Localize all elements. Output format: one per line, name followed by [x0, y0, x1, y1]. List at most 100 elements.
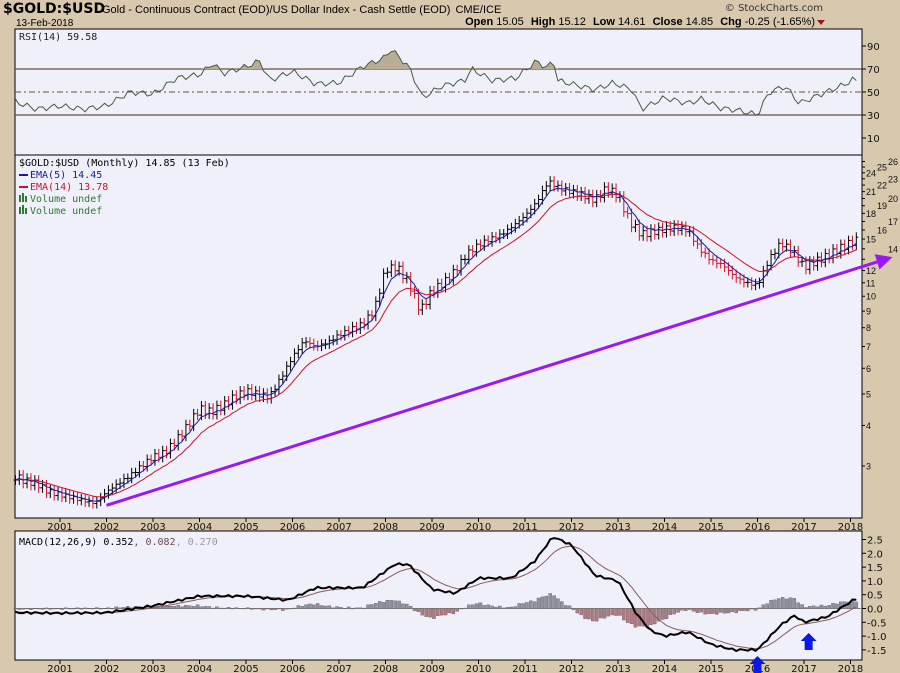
legend-volume-1: Volume undef — [30, 194, 102, 205]
macd-histogram-bar — [641, 608, 645, 627]
macd-histogram-bar — [687, 608, 692, 610]
macd-tick-label: -1.0 — [867, 632, 887, 643]
macd-histogram-bar — [215, 606, 219, 609]
macd-histogram-bar — [575, 608, 580, 614]
price-bar — [106, 485, 111, 499]
macd-histogram-bar — [408, 605, 413, 609]
macd-histogram-bar — [598, 608, 603, 619]
macd-histogram-bar — [532, 601, 537, 609]
price-bar — [296, 344, 301, 359]
macd-histogram-bar — [405, 603, 409, 609]
macd-xtick-label: 2006 — [280, 664, 305, 673]
price-tick-label: 17 — [888, 217, 898, 227]
price-bar — [652, 224, 657, 240]
ema5-line — [15, 187, 857, 502]
macd-histogram-bar — [64, 607, 68, 609]
volume-icon — [19, 205, 27, 214]
price-bar — [412, 286, 417, 299]
price-bar — [346, 325, 351, 338]
low-value: 14.61 — [618, 16, 646, 28]
macd-histogram-bar — [412, 608, 417, 611]
macd-histogram-bar — [769, 599, 773, 609]
macd-histogram-bar — [44, 607, 49, 609]
price-bar — [377, 288, 382, 307]
rsi-chart: 90 70 50 30 10 — [15, 42, 880, 145]
macd-histogram-bar — [346, 606, 351, 609]
macd-xtick-label: 2004 — [187, 664, 212, 673]
macd-histogram-bar — [680, 608, 684, 611]
macd-histogram-bar — [176, 604, 180, 609]
macd-histogram-bar — [447, 608, 452, 614]
price-bar — [695, 236, 700, 250]
macd-histogram-bar — [257, 608, 262, 610]
price-bar — [753, 278, 758, 291]
price-bar — [292, 348, 297, 367]
macd-xtick-label: 2017 — [791, 664, 816, 673]
exchange-text: CME/ICE — [455, 4, 501, 16]
price-bar — [594, 189, 599, 208]
macd-panel — [14, 530, 863, 661]
price-bar — [691, 226, 696, 247]
price-bar — [745, 277, 750, 288]
macd-xtick-label: 2018 — [838, 664, 863, 673]
macd-histogram-bar — [339, 607, 343, 609]
macd-histogram-bar — [777, 598, 781, 609]
price-bar — [354, 321, 359, 335]
macd-histogram-bar — [498, 605, 502, 609]
price-xtick-label: 2004 — [187, 522, 212, 533]
macd-histogram-bar — [676, 608, 680, 613]
price-bar — [187, 419, 192, 432]
price-bar — [331, 334, 336, 346]
macd-histogram-bar — [25, 608, 29, 609]
macd-histogram-bar — [451, 608, 456, 615]
price-bar — [641, 225, 646, 241]
macd-histogram-bar — [114, 606, 118, 609]
macd-histogram-bar — [118, 607, 122, 609]
price-bar — [470, 245, 475, 257]
high-value: 15.12 — [558, 16, 586, 28]
price-bar — [513, 218, 518, 233]
price-tick-label: 23 — [888, 174, 898, 184]
symbol-description: Gold - Continuous Contract (EOD)/US Doll… — [102, 4, 501, 16]
price-tick-label: 11 — [866, 278, 875, 288]
price-tick-label: 9 — [866, 307, 871, 317]
macd-histogram-bar — [203, 606, 208, 609]
macd-xtick-label: 2007 — [326, 664, 351, 673]
macd-histogram-bar — [269, 608, 273, 611]
macd-histogram-bar — [800, 604, 804, 609]
macd-value: 0.352 — [103, 537, 133, 548]
price-xtick-label: 2008 — [373, 522, 398, 533]
price-bar — [536, 194, 541, 209]
price-bar — [462, 254, 467, 265]
macd-histogram-bar — [591, 608, 595, 622]
price-tick-label: 12 — [866, 266, 876, 276]
price-bar — [482, 235, 487, 251]
chg-label: Chg — [720, 16, 741, 28]
macd-histogram-bar — [540, 596, 545, 609]
macd-histogram-bar — [443, 608, 448, 616]
macd-histogram-bar — [199, 606, 204, 609]
macd-histogram-bar — [273, 608, 277, 610]
copyright[interactable]: © StockCharts.com — [725, 3, 823, 14]
price-bar — [288, 356, 293, 372]
macd-histogram-bar — [722, 608, 727, 614]
macd-histogram-bar — [300, 606, 304, 609]
price-bar — [121, 473, 126, 489]
price-bar — [707, 248, 712, 265]
macd-histogram-bar — [815, 606, 820, 609]
price-bar — [602, 182, 607, 203]
macd-xtick-label: 2005 — [233, 664, 258, 673]
macd-histogram-bar — [552, 595, 556, 609]
price-bar — [114, 479, 119, 494]
macd-histogram-bar — [60, 608, 64, 610]
macd-histogram-bar — [211, 607, 215, 609]
macd-histogram-bar — [505, 607, 510, 609]
price-bar — [137, 460, 142, 478]
price-bar — [776, 238, 781, 259]
macd-signal-value: 0.082 — [145, 537, 175, 548]
macd-histogram-bar — [67, 608, 72, 610]
macd-histogram-bar — [835, 603, 839, 609]
price-bar — [36, 475, 41, 493]
macd-histogram-bar — [381, 602, 386, 609]
